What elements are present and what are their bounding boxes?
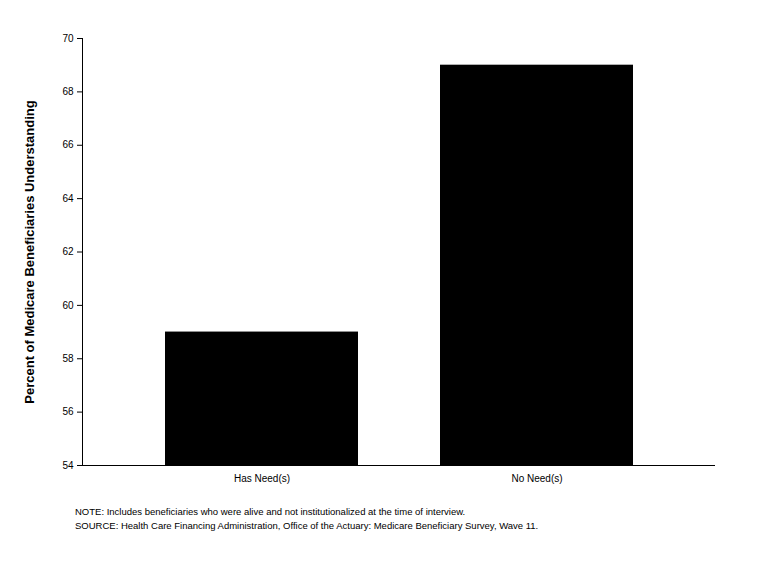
svg-text:54: 54 xyxy=(62,460,74,471)
html-text:NOTE: Includes beneficiaries w: NOTE: Includes beneficiaries who were al… xyxy=(75,506,466,517)
svg-text:Percent of Medicare Beneficiar: Percent of Medicare Beneficiaries Unders… xyxy=(22,100,37,403)
svg-text:58: 58 xyxy=(62,353,74,364)
svg-text:64: 64 xyxy=(62,193,74,204)
svg-text:56: 56 xyxy=(62,406,74,417)
svg-text:68: 68 xyxy=(62,86,74,97)
svg-text:70: 70 xyxy=(62,33,74,44)
svg-text:66: 66 xyxy=(62,139,74,150)
svg-text:62: 62 xyxy=(62,246,74,257)
svg-text:60: 60 xyxy=(62,300,74,311)
svg-text:No Need(s): No Need(s) xyxy=(511,473,562,484)
html-text:SOURCE: Health Care Financing: SOURCE: Health Care Financing Administra… xyxy=(75,520,539,531)
svg-text:Has Need(s): Has Need(s) xyxy=(234,473,290,484)
